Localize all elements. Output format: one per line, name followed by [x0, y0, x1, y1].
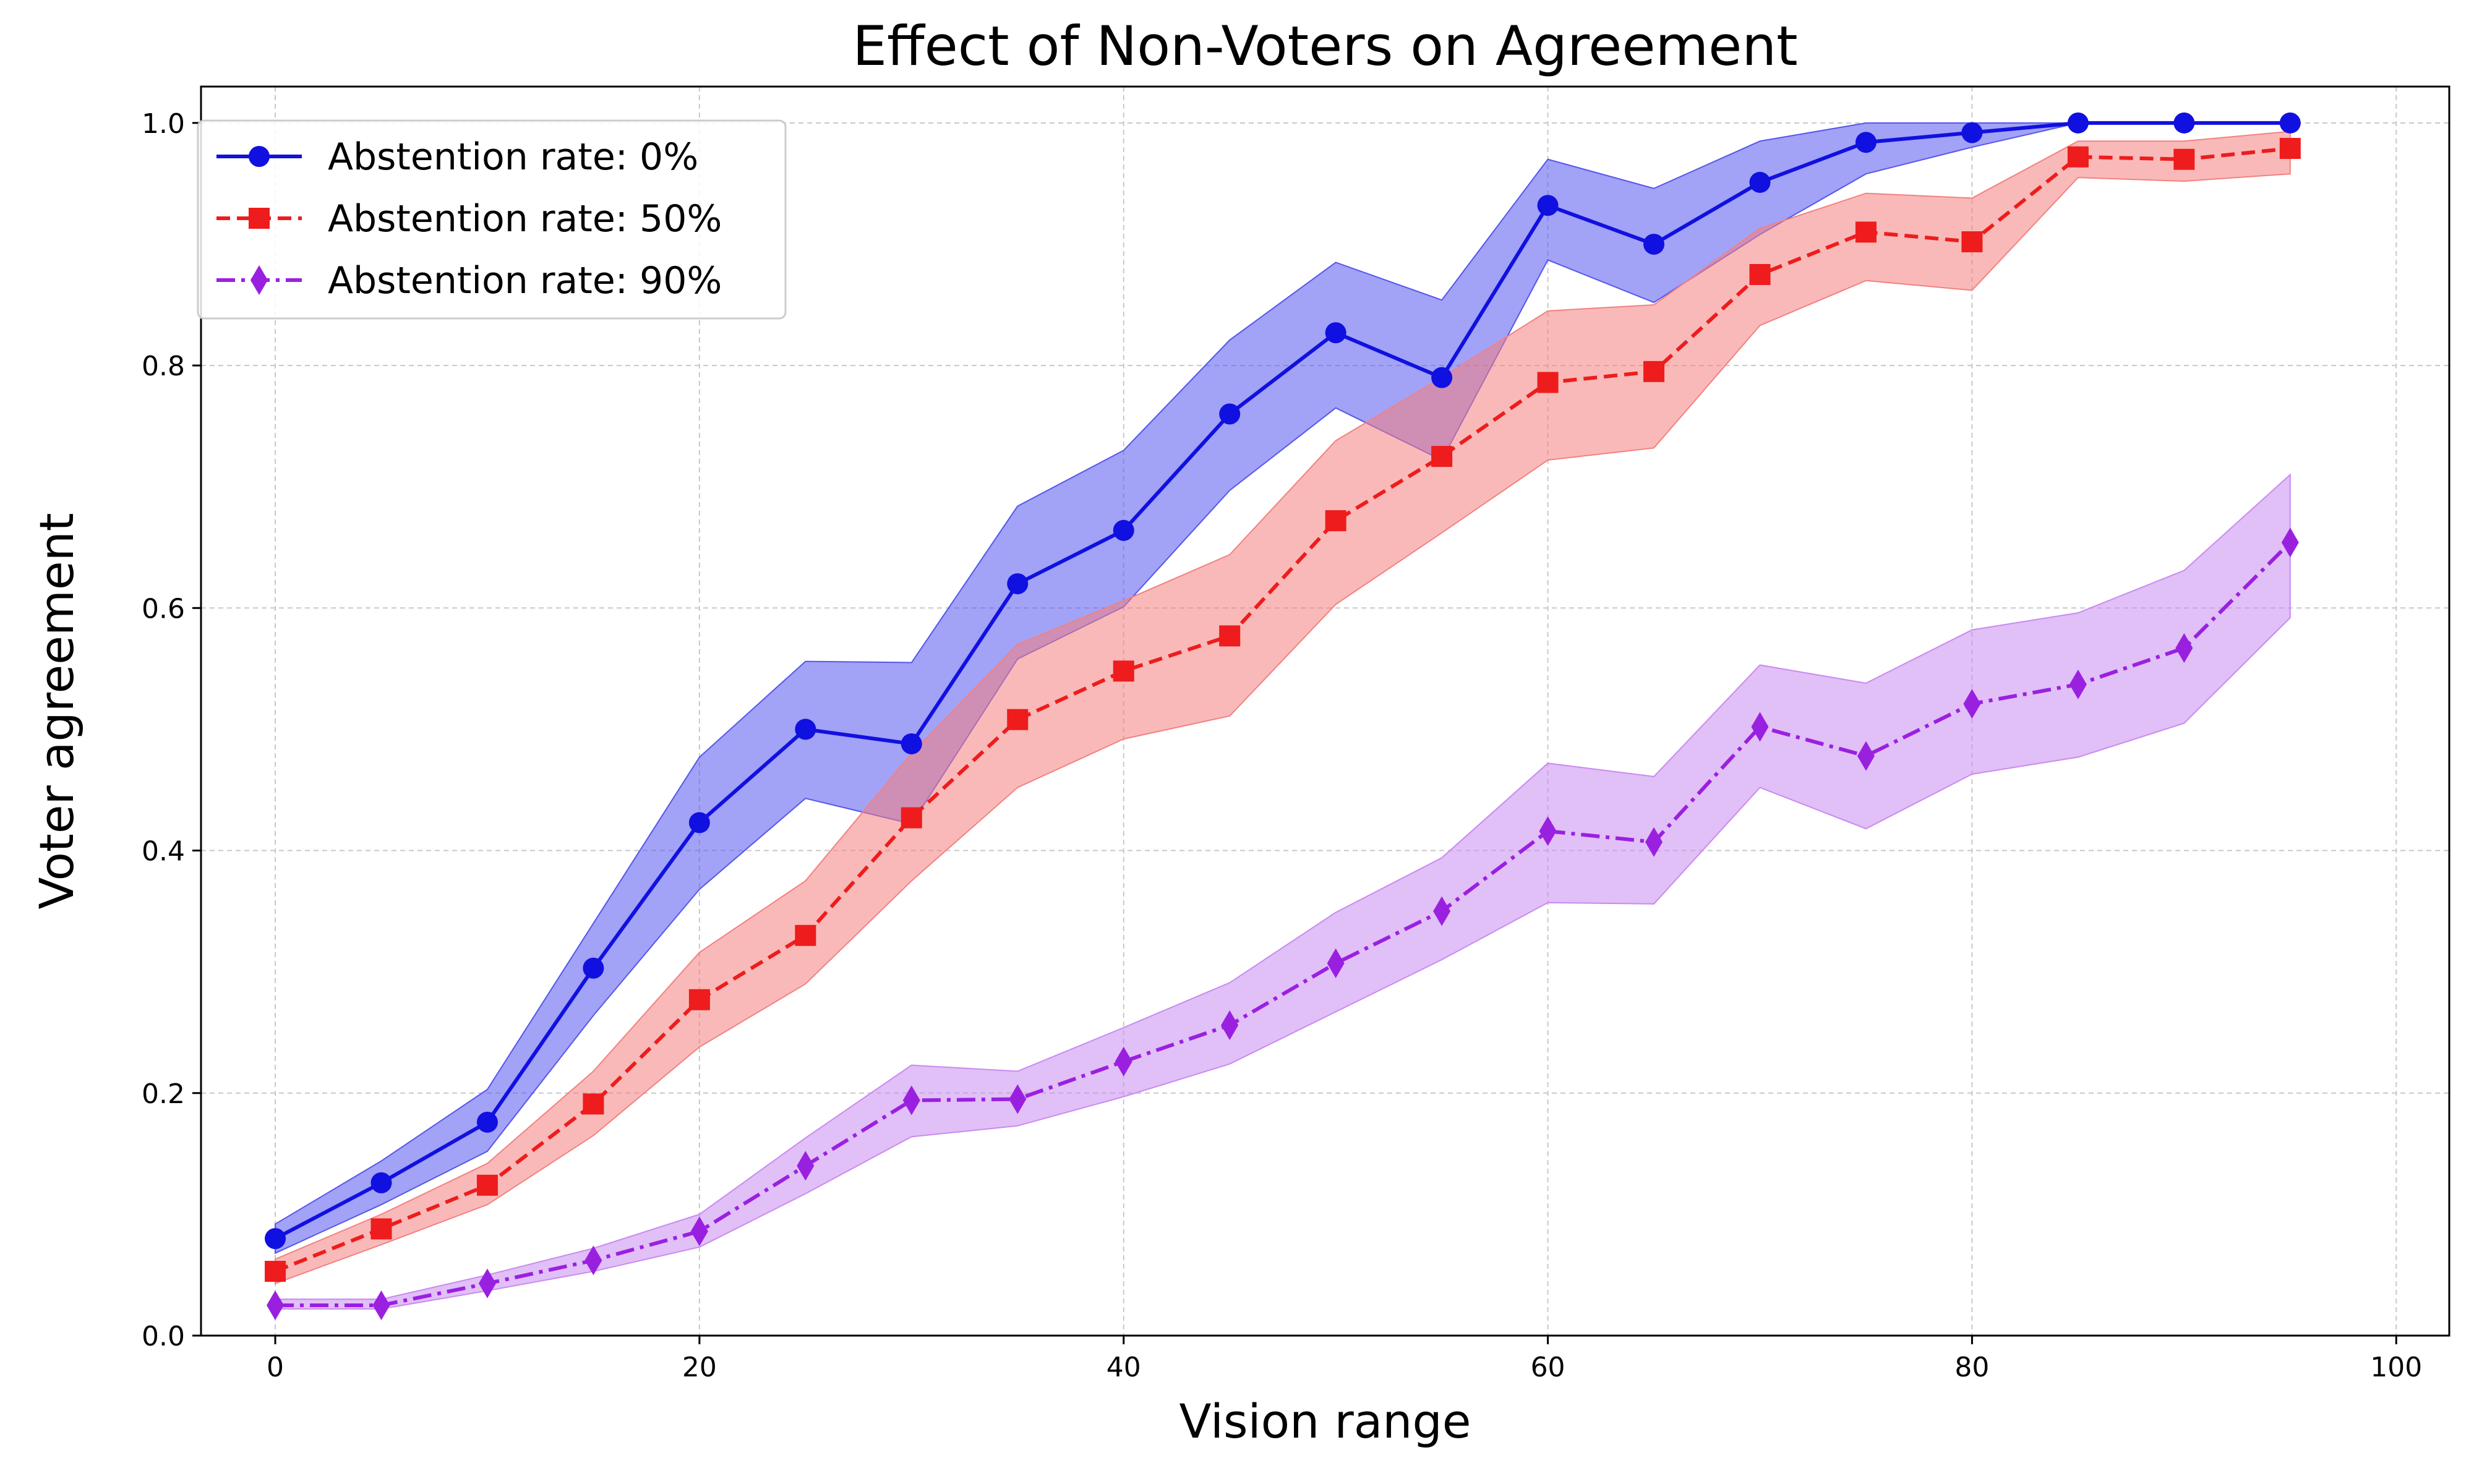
series-0-point	[688, 812, 710, 834]
series-0-point	[583, 957, 604, 979]
series-2-point	[267, 1290, 285, 1320]
series-2-point	[1539, 816, 1557, 846]
series-1-point	[795, 924, 816, 946]
series-1-point	[1749, 263, 1771, 285]
legend: Abstention rate: 0% Abstention rate: 50% A…	[197, 119, 787, 320]
series-2-point	[902, 1085, 920, 1115]
series-1-point	[1219, 625, 1241, 647]
series-0-point	[2173, 112, 2195, 134]
y-tick-label: 0.8	[142, 351, 185, 382]
confidence-bands	[275, 122, 2291, 1310]
series-1-point	[583, 1093, 604, 1115]
series-0-point	[2067, 112, 2089, 134]
series-0-point	[1007, 573, 1029, 595]
series-1-point	[370, 1218, 392, 1240]
legend-box	[197, 119, 787, 320]
series-1-point	[1643, 360, 1665, 382]
axis-ticks: 0 20 40 60 80 100 0.0 0.2 0.4 0.6 0.8 1.0	[142, 108, 2422, 1383]
y-tick-label: 0.2	[142, 1078, 185, 1110]
series-1-point	[1855, 221, 1877, 243]
series-2-point	[478, 1268, 496, 1298]
y-tick-label: 0.6	[142, 593, 185, 625]
series-1-point	[1113, 660, 1134, 682]
series-1-point	[1537, 372, 1559, 393]
legend-marker-2	[250, 265, 268, 295]
x-tick-label: 0	[267, 1352, 284, 1383]
x-tick-label: 40	[1106, 1352, 1141, 1383]
y-tick-label: 1.0	[142, 108, 185, 140]
series-0-point	[1219, 403, 1241, 425]
series-2-point	[1963, 689, 1981, 719]
series-0-point	[2279, 112, 2301, 134]
legend-marker-0	[249, 146, 270, 167]
series-0-point	[1113, 519, 1134, 541]
y-tick-label: 0.0	[142, 1321, 185, 1352]
series-2-point	[1645, 827, 1663, 857]
series-2-point	[1857, 741, 1875, 771]
series-0-point	[370, 1172, 392, 1193]
series-0-line	[274, 121, 2290, 1240]
series-1-point	[2067, 146, 2089, 168]
series-1-point	[1961, 231, 1983, 253]
plot-frame	[200, 85, 2450, 1337]
series-2-point	[2069, 669, 2087, 699]
series-1-point	[1007, 709, 1029, 730]
x-axis-label: Vision range	[1179, 1394, 1471, 1449]
series-1-point	[688, 989, 710, 1010]
series-2-band	[275, 473, 2291, 1310]
series-2-point	[690, 1216, 708, 1247]
x-tick-label: 80	[1954, 1352, 1989, 1383]
series-0-point	[476, 1111, 498, 1133]
y-tick-label: 0.4	[142, 836, 185, 868]
series-1-point	[901, 807, 922, 829]
series-0-point	[265, 1228, 286, 1250]
series-2-point	[1433, 896, 1451, 926]
series-2-point	[1009, 1084, 1027, 1114]
series-0-point	[1749, 171, 1771, 193]
legend-label-0: Abstention rate: 0%	[328, 135, 698, 179]
series-markers	[265, 112, 2301, 1320]
series-1-point	[1431, 446, 1453, 467]
series-2-point	[2281, 527, 2299, 558]
series-1-point	[265, 1261, 286, 1282]
series-2-point	[372, 1290, 390, 1320]
legend-label-2: Abstention rate: 90%	[328, 259, 722, 302]
series-1-line	[274, 147, 2291, 1273]
series-2-point	[584, 1245, 602, 1276]
chart-title: Effect of Non-Voters on Agreement	[852, 14, 1797, 78]
series-2-point	[1751, 712, 1769, 742]
series-lines	[274, 121, 2292, 1307]
series-1-point	[1325, 510, 1346, 532]
series-2-line	[275, 541, 2292, 1307]
series-0-point	[795, 719, 816, 740]
series-2-point	[2175, 633, 2193, 663]
series-2-point	[797, 1151, 815, 1181]
series-0-point	[1537, 195, 1559, 216]
series-1-point	[2173, 148, 2195, 170]
series-0-point	[1855, 132, 1877, 153]
x-tick-label: 20	[682, 1352, 717, 1383]
series-2-point	[1115, 1046, 1132, 1077]
series-2-point	[1327, 948, 1345, 978]
series-0-point	[1325, 322, 1346, 344]
x-tick-label: 100	[2370, 1352, 2422, 1383]
series-1-band	[275, 130, 2291, 1285]
series-1-point	[476, 1174, 498, 1196]
series-1-point	[2279, 138, 2301, 160]
series-2-point	[1221, 1010, 1239, 1040]
x-tick-label: 60	[1531, 1352, 1565, 1383]
series-0-point	[901, 733, 922, 754]
series-0-point	[1961, 122, 1983, 143]
series-0-point	[1431, 367, 1453, 388]
y-axis-label: Voter agreement	[29, 513, 84, 909]
legend-label-1: Abstention rate: 50%	[328, 197, 722, 241]
legend-marker-1	[249, 208, 270, 229]
series-0-point	[1643, 233, 1665, 255]
